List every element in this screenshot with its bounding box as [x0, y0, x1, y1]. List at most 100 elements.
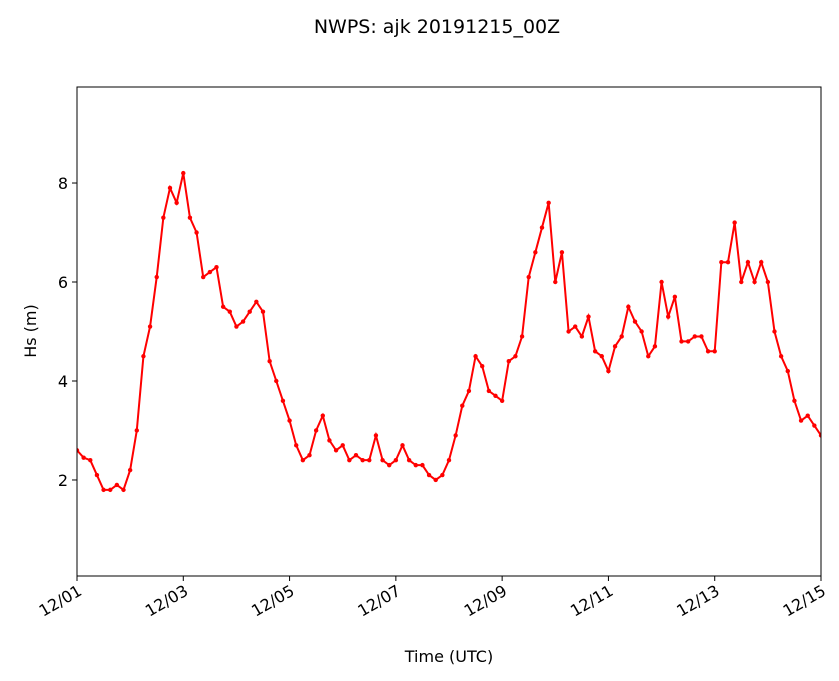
data-point [267, 358, 272, 364]
data-point [573, 324, 578, 329]
data-point [260, 309, 266, 314]
data-point [94, 472, 100, 478]
data-point [77, 448, 80, 453]
data-point [619, 334, 624, 339]
data-point [759, 260, 764, 265]
data-point [313, 428, 319, 433]
data-point [360, 457, 365, 463]
data-point [294, 443, 299, 448]
data-point [147, 324, 153, 329]
x-tick-label: 12/09 [461, 581, 510, 621]
data-point [240, 319, 246, 324]
data-point [612, 344, 618, 349]
data-point [685, 339, 691, 344]
data-point [646, 354, 651, 359]
data-point [214, 264, 219, 270]
data-point [333, 448, 339, 453]
data-point [712, 349, 717, 354]
data-point [513, 354, 518, 359]
data-point [739, 279, 744, 285]
data-point [539, 225, 545, 230]
data-point [692, 334, 697, 339]
data-point [632, 319, 638, 324]
data-point [373, 433, 379, 438]
data-point [101, 487, 106, 493]
data-point [699, 334, 704, 339]
data-point [812, 423, 817, 428]
data-point [207, 269, 213, 275]
data-point [254, 299, 259, 305]
data-point [566, 329, 571, 334]
data-point [380, 457, 385, 463]
data-point [626, 304, 631, 309]
data-point [194, 230, 199, 235]
data-point [174, 200, 179, 206]
data-point [506, 358, 511, 364]
data-point [108, 487, 113, 493]
data-point [161, 215, 166, 220]
data-point [187, 215, 193, 220]
data-point [413, 462, 418, 468]
x-tick-label: 12/01 [36, 581, 85, 621]
data-point [340, 443, 345, 448]
data-point [347, 457, 352, 463]
data-point [473, 354, 478, 359]
data-point [400, 443, 405, 448]
data-point [778, 354, 784, 359]
x-tick-label: 12/07 [354, 581, 403, 621]
data-point [167, 185, 173, 191]
data-point [227, 309, 232, 314]
data-point [745, 260, 751, 265]
x-tick-label: 12/03 [142, 581, 191, 621]
data-point [705, 349, 711, 354]
x-tick-label: 12/13 [673, 581, 722, 621]
data-point [486, 388, 492, 394]
data-point [134, 428, 139, 433]
data-point [320, 413, 325, 418]
data-point [433, 477, 438, 483]
data-point [519, 334, 525, 339]
y-tick-label: 2 [58, 471, 68, 490]
data-point [818, 433, 821, 438]
data-point [247, 309, 252, 314]
data-point [453, 433, 458, 438]
data-point [420, 462, 425, 468]
data-point [533, 250, 538, 255]
data-point [659, 279, 664, 285]
data-point [466, 388, 472, 394]
data-point [220, 304, 226, 309]
y-axis-label: Hs (m) [21, 304, 40, 358]
data-point [553, 279, 558, 285]
data-point [353, 453, 359, 458]
data-point [181, 170, 186, 176]
data-point [586, 314, 591, 319]
data-point [280, 398, 286, 403]
y-tick-label: 4 [58, 372, 68, 391]
data-point [579, 334, 585, 339]
data-point [234, 324, 239, 329]
data-point [387, 462, 392, 468]
data-point [201, 274, 206, 280]
data-point [480, 363, 485, 369]
data-point [732, 220, 737, 225]
data-point [599, 354, 604, 359]
data-point [114, 482, 120, 488]
data-point [719, 260, 724, 265]
data-point [652, 344, 658, 349]
data-point [440, 472, 445, 478]
data-line [77, 172, 821, 492]
data-point [287, 418, 292, 423]
data-point [499, 398, 505, 403]
data-point [141, 354, 146, 359]
data-point [725, 260, 731, 265]
data-point [679, 339, 684, 344]
data-point [393, 457, 399, 463]
y-tick-label: 6 [58, 273, 68, 292]
data-point [426, 472, 432, 478]
data-point [121, 487, 126, 493]
data-point [446, 457, 452, 463]
data-point [772, 329, 777, 334]
x-tick-label: 12/11 [567, 581, 616, 621]
data-point [546, 200, 551, 206]
